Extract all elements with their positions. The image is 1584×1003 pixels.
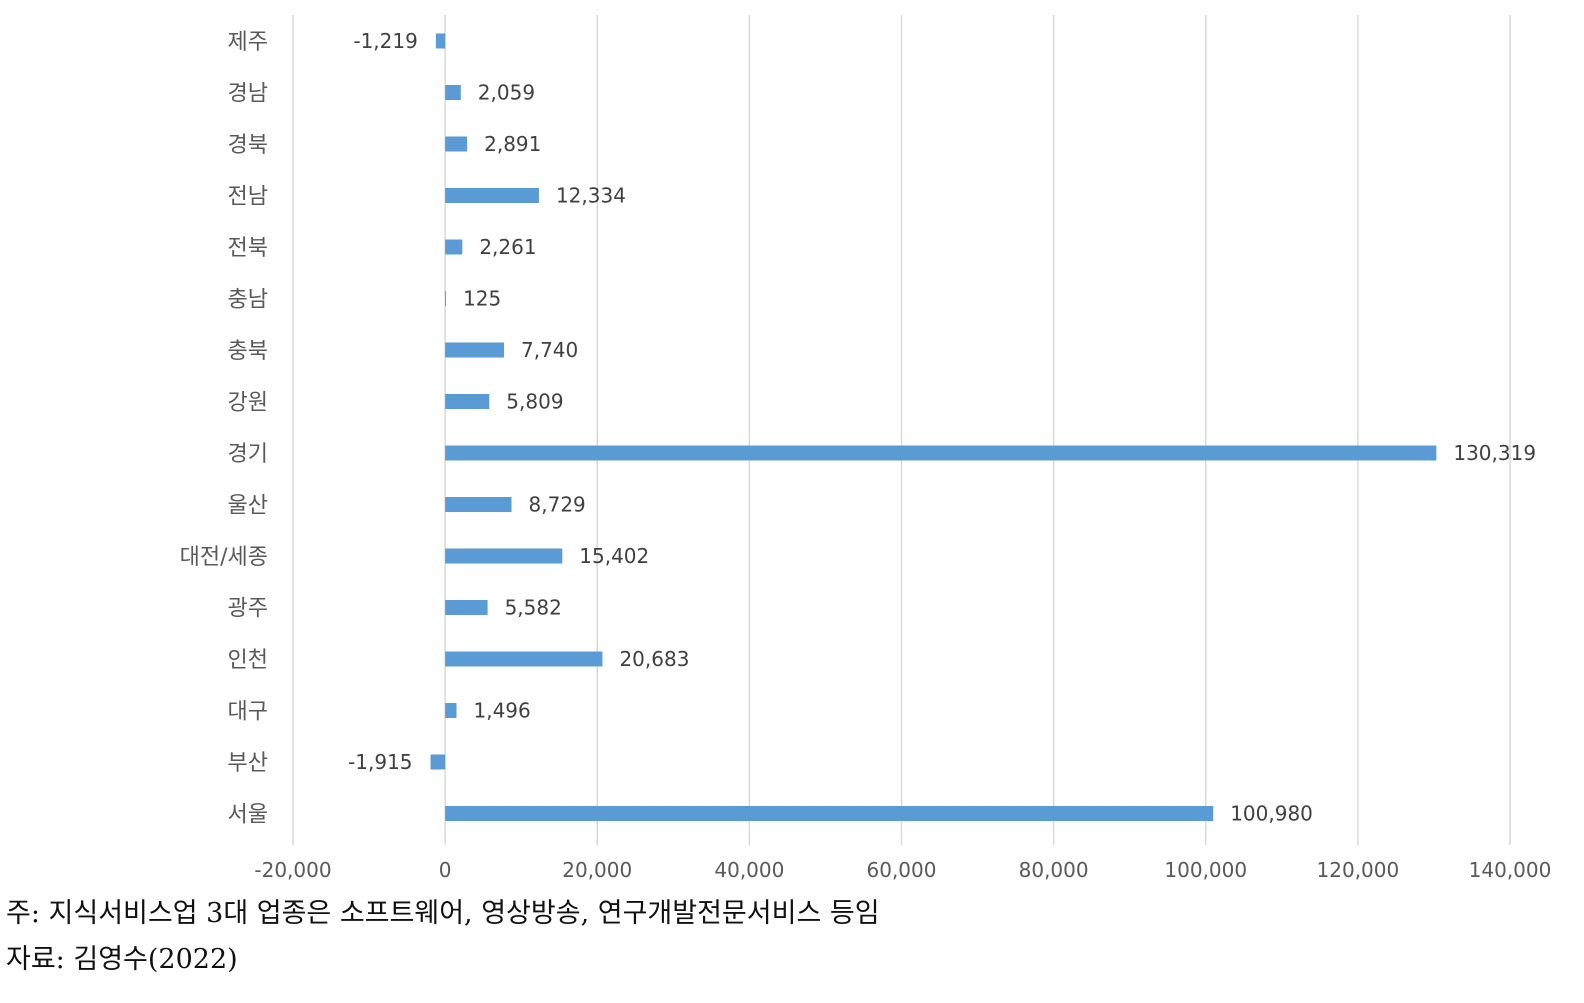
bar-chart: -1,219 2,059 2,891 12,334 2,261 125 7,740 5,809… <box>180 15 1551 882</box>
bar <box>445 548 563 564</box>
gridlines <box>292 15 1511 845</box>
bar <box>445 651 603 667</box>
bar <box>445 600 488 615</box>
x-tick-label: 100,000 <box>1164 858 1247 882</box>
category-label: 대전/세종 <box>180 545 268 570</box>
data-label: 2,891 <box>484 132 541 156</box>
bar <box>445 291 447 306</box>
category-label: 경북 <box>228 133 268 158</box>
category-label: 경남 <box>228 82 268 107</box>
data-label: 1,496 <box>474 699 531 723</box>
category-label: 전북 <box>228 236 268 261</box>
category-label: 부산 <box>228 751 268 776</box>
bar <box>445 188 539 203</box>
bar <box>445 497 512 512</box>
bar <box>435 33 446 49</box>
bar <box>445 136 468 152</box>
data-label: 100,980 <box>1230 802 1313 826</box>
data-label: 130,319 <box>1453 441 1536 465</box>
bar <box>445 445 1437 461</box>
x-tick-label: 60,000 <box>867 858 937 882</box>
bar <box>445 342 504 358</box>
bar <box>430 754 446 770</box>
bar <box>445 239 463 255</box>
data-label: -1,219 <box>353 29 417 53</box>
data-labels: -1,219 2,059 2,891 12,334 2,261 125 7,740 5,809… <box>348 29 1536 826</box>
category-label: 대구 <box>228 700 268 725</box>
x-tick-label: 80,000 <box>1019 858 1089 882</box>
x-tick-label: 120,000 <box>1317 858 1400 882</box>
category-label: 경기 <box>228 442 268 467</box>
data-label: 7,740 <box>521 338 578 362</box>
bar <box>445 85 461 100</box>
data-label: 12,334 <box>556 184 626 208</box>
chart-note: 주: 지식서비스업 3대 업종은 소프트웨어, 영상방송, 연구개발전문서비스 … <box>6 898 880 929</box>
category-label: 충남 <box>228 288 268 313</box>
data-label: 125 <box>463 287 501 311</box>
category-label: 인천 <box>228 648 268 673</box>
bar <box>445 394 490 409</box>
data-label: 15,402 <box>579 544 649 568</box>
chart-source: 자료: 김영수(2022) <box>6 944 238 975</box>
category-label: 제주 <box>228 30 268 55</box>
x-tick-label: -20,000 <box>254 858 331 882</box>
x-tick-label: 140,000 <box>1469 858 1552 882</box>
category-label: 서울 <box>228 803 268 828</box>
x-tick-labels: -20,000 0 20,000 40,000 60,000 80,000 100,000 1… <box>254 858 1551 882</box>
x-tick-label: 0 <box>439 858 452 882</box>
data-label: 2,059 <box>478 81 535 105</box>
bar <box>445 703 457 718</box>
data-label: 2,261 <box>479 235 536 259</box>
data-label: 8,729 <box>529 493 586 517</box>
x-tick-label: 40,000 <box>714 858 784 882</box>
x-tick-label: 20,000 <box>562 858 632 882</box>
data-label: 5,809 <box>506 390 563 414</box>
data-label: -1,915 <box>348 750 412 774</box>
data-label: 5,582 <box>505 596 562 620</box>
category-label: 광주 <box>228 597 268 622</box>
bars <box>430 33 1437 821</box>
category-label: 전남 <box>228 185 268 210</box>
bar <box>445 806 1214 821</box>
category-label: 울산 <box>228 494 268 519</box>
data-label: 20,683 <box>619 647 689 671</box>
category-label: 충북 <box>228 339 268 364</box>
category-label: 강원 <box>228 391 268 416</box>
